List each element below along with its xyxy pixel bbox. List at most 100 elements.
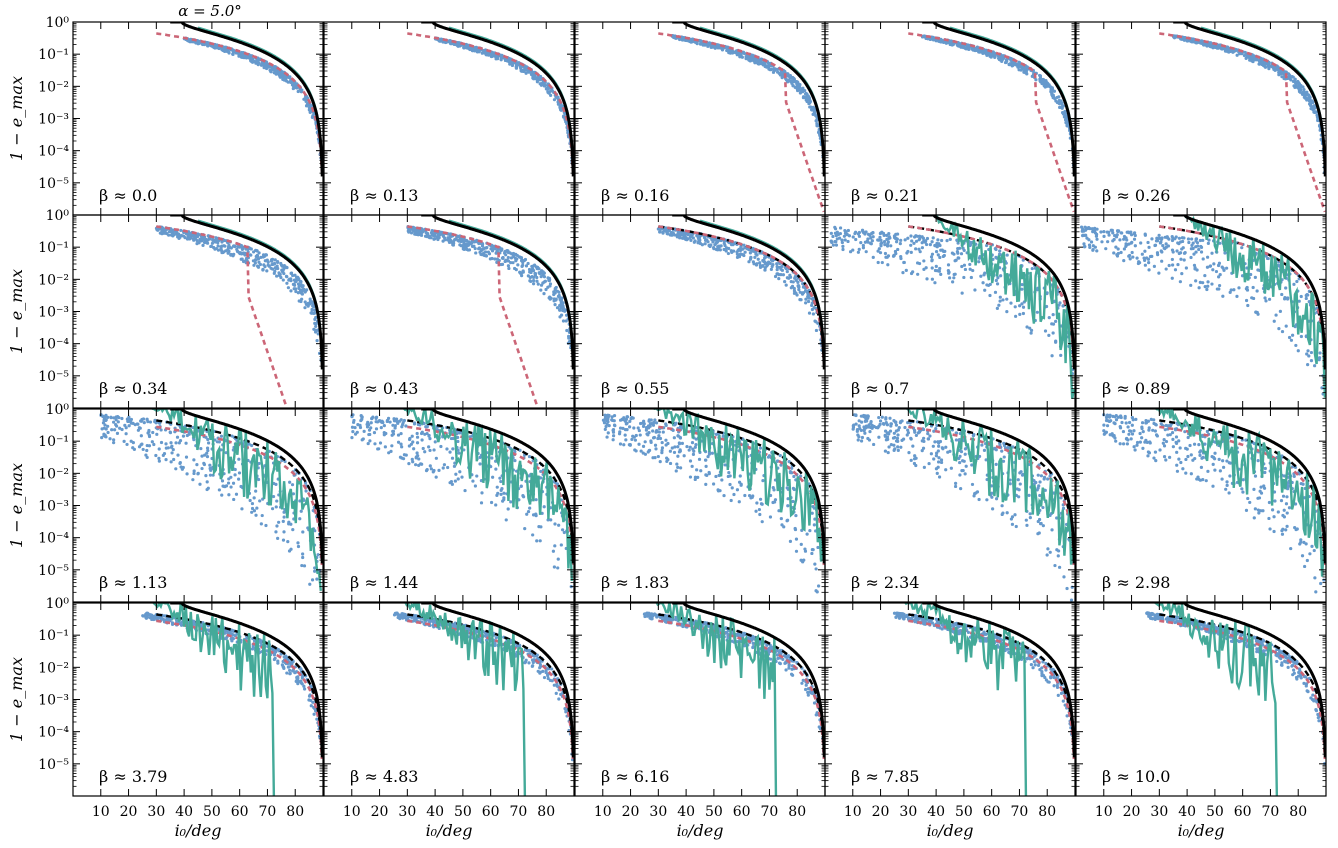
red-dashed-line (156, 225, 289, 408)
scatter-point (797, 288, 801, 292)
scatter-point (683, 237, 687, 241)
scatter-point (981, 281, 985, 285)
scatter-point (484, 254, 488, 258)
scatter-point (558, 308, 562, 312)
scatter-point (521, 263, 525, 267)
scatter-point (1030, 266, 1034, 271)
scatter-point (1016, 65, 1020, 69)
scatter-point (713, 44, 717, 48)
scatter-point (785, 72, 790, 76)
scatter-point (539, 283, 544, 287)
scatter-point (734, 49, 739, 53)
scatter-point (548, 282, 553, 286)
scatter-point (1061, 112, 1066, 116)
scatter-point (730, 50, 734, 54)
scatter-point (461, 247, 465, 251)
scatter-point (514, 66, 519, 70)
scatter-point (260, 62, 264, 66)
beta-label: β ≈ 0.55 (601, 379, 669, 398)
scatter-point (978, 50, 982, 54)
scatter-point (777, 273, 781, 277)
scatter-point (536, 282, 540, 286)
scatter-point (690, 37, 694, 41)
y-tick-label: 10⁻³ (38, 112, 69, 128)
scatter-point (1009, 301, 1013, 305)
scatter-point (829, 239, 833, 243)
scatter-point (780, 268, 784, 272)
panel-plot (658, 22, 825, 213)
scatter-point (249, 253, 253, 257)
scatter-point (285, 275, 289, 279)
scatter-point (749, 55, 753, 59)
scatter-point (514, 252, 518, 256)
scatter-point (956, 246, 960, 251)
scatter-point (1054, 319, 1058, 323)
scatter-point (751, 260, 755, 264)
scatter-point (533, 272, 538, 276)
scatter-point (1005, 310, 1009, 314)
scatter-point (301, 284, 305, 288)
scatter-point (231, 49, 235, 53)
scatter-point (1049, 85, 1053, 89)
scatter-point (922, 259, 926, 263)
scatter-point (938, 40, 943, 44)
panel: β ≈ 0.7 (824, 214, 1076, 409)
scatter-point (503, 250, 507, 254)
scatter-point (284, 79, 289, 83)
scatter-point (871, 230, 875, 235)
scatter-point (547, 279, 552, 283)
scatter-point (1235, 53, 1239, 57)
scatter-point (857, 234, 862, 238)
scatter-point (279, 261, 283, 266)
scatter-point (864, 250, 868, 254)
scatter-point (174, 232, 178, 236)
scatter-point (899, 255, 903, 259)
scatter-point (305, 96, 309, 100)
scatter-point (877, 238, 881, 242)
scatter-point (501, 256, 505, 260)
scatter-point (775, 262, 779, 266)
panel: β ≈ 0.13 (323, 21, 575, 216)
scatter-point (814, 328, 819, 333)
scatter-point (565, 328, 569, 333)
scatter-point (840, 238, 844, 242)
scatter-point (894, 236, 898, 241)
scatter-point (293, 283, 297, 287)
scatter-point (508, 58, 513, 62)
scatter-point (262, 64, 266, 68)
scatter-point (269, 68, 273, 72)
scatter-point (909, 271, 914, 276)
scatter-point (286, 286, 291, 290)
scatter-point (494, 57, 498, 61)
scatter-point (222, 48, 226, 52)
y-tick-label: 10⁰ (46, 208, 70, 224)
scatter-point (1262, 64, 1266, 68)
scatter-point (423, 234, 428, 238)
scatter-point (956, 241, 960, 245)
panel: β ≈ 0.89 (1075, 214, 1327, 409)
y-tick-label: 10⁻² (38, 272, 69, 288)
scatter-point (220, 244, 224, 248)
scatter-point (1013, 62, 1018, 67)
scatter-point (177, 236, 181, 240)
scatter-point (278, 272, 282, 277)
scatter-point (833, 225, 837, 229)
scatter-point (998, 295, 1002, 299)
scatter-point (940, 248, 944, 252)
scatter-point (840, 240, 844, 245)
scatter-point (733, 241, 737, 246)
scatter-point (523, 68, 527, 72)
scatter-point (831, 234, 835, 239)
scatter-point (767, 62, 772, 67)
scatter-point (558, 303, 562, 308)
scatter-point (994, 278, 998, 283)
scatter-point (1018, 304, 1022, 308)
scatter-point (1312, 104, 1316, 108)
scatter-point (240, 257, 244, 261)
scatter-point (860, 228, 865, 233)
scatter-point (754, 251, 758, 255)
scatter-point (254, 248, 258, 252)
scatter-point (935, 241, 939, 246)
scatter-point (1305, 90, 1309, 94)
scatter-point (861, 246, 866, 250)
